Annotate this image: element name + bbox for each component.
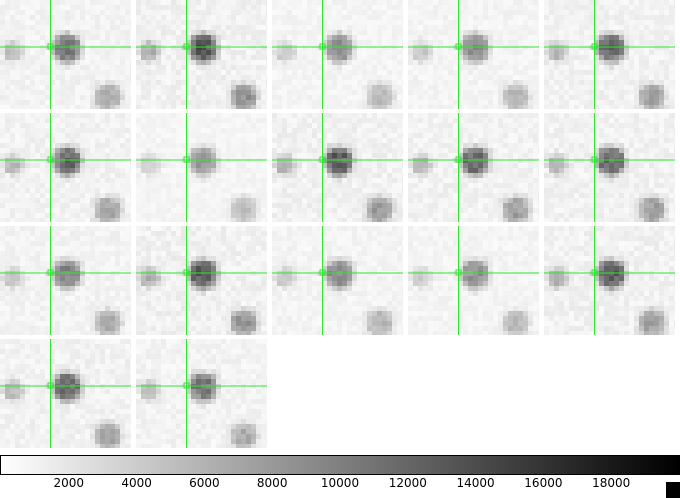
image-panel-7: [136, 113, 267, 222]
image-panel-5: [544, 0, 675, 109]
panel-image: [544, 0, 675, 109]
crosshair-marker: [319, 156, 326, 163]
crosshair-marker: [47, 269, 54, 276]
image-panel-12: [136, 226, 267, 335]
panel-image: [0, 339, 131, 448]
image-grid: [0, 0, 675, 448]
panel-image: [0, 113, 131, 222]
panel-image: [544, 226, 675, 335]
image-panel-15: [544, 226, 675, 335]
crosshair-marker: [319, 269, 326, 276]
colorbar-tick-label: 10000: [320, 476, 360, 490]
panel-image: [408, 0, 539, 109]
crosshair-marker: [591, 156, 598, 163]
panel-image: [272, 226, 403, 335]
image-panel-8: [272, 113, 403, 222]
panel-image: [136, 113, 267, 222]
image-panel-10: [544, 113, 675, 222]
panel-image: [136, 339, 267, 448]
colorbar-tick-label: 6000: [189, 476, 220, 490]
colorbar-tick-label: 16000: [524, 476, 563, 490]
colorbar-tick-label: 8000: [256, 476, 288, 490]
panel-image: [0, 226, 131, 335]
image-panel-14: [408, 226, 539, 335]
image-panel-4: [408, 0, 539, 109]
panel-image: [136, 0, 267, 109]
panel-image: [408, 226, 539, 335]
crosshair-marker: [47, 382, 54, 389]
crosshair-marker: [591, 43, 598, 50]
panel-image: [544, 113, 675, 222]
panel-image: [136, 226, 267, 335]
image-panel-1: [0, 0, 131, 109]
crosshair-marker: [183, 269, 190, 276]
colorbar-tick-label: 14000: [456, 476, 495, 490]
image-panel-11: [0, 226, 131, 335]
panel-image: [272, 113, 403, 222]
colorbar: [0, 455, 680, 475]
panel-image: [0, 0, 131, 109]
colorbar-tick-label: 4000: [121, 476, 152, 490]
crosshair-marker: [319, 43, 326, 50]
colorbar-tick-label: 18000: [592, 476, 631, 490]
crosshair-marker: [47, 43, 54, 50]
image-panel-2: [136, 0, 267, 109]
crosshair-marker: [183, 382, 190, 389]
image-panel-17: [136, 339, 267, 448]
panel-image: [272, 0, 403, 109]
image-panel-3: [272, 0, 403, 109]
crosshair-marker: [455, 43, 462, 50]
colorbar-tick-label: 2000: [53, 476, 85, 490]
colorbar-ticks: 2000 4000 6000 8000 10000 12000 14000 16000 1800…: [0, 476, 680, 498]
crosshair-marker: [455, 156, 462, 163]
image-panel-6: [0, 113, 131, 222]
crosshair-marker: [183, 156, 190, 163]
panel-image: [408, 113, 539, 222]
crosshair-marker: [47, 156, 54, 163]
image-panel-9: [408, 113, 539, 222]
crosshair-marker: [591, 269, 598, 276]
crosshair-marker: [455, 269, 462, 276]
image-panel-13: [272, 226, 403, 335]
colorbar-reference-swatch: [666, 482, 680, 498]
crosshair-marker: [183, 43, 190, 50]
colorbar-tick-label: 12000: [388, 476, 427, 490]
image-panel-16: [0, 339, 131, 448]
